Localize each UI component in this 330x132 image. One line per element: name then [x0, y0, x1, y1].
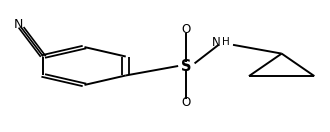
Text: N: N — [212, 36, 221, 49]
Text: O: O — [182, 23, 191, 36]
Text: O: O — [182, 96, 191, 109]
Text: H: H — [222, 37, 230, 48]
Text: S: S — [181, 58, 192, 74]
Text: N: N — [14, 18, 23, 31]
